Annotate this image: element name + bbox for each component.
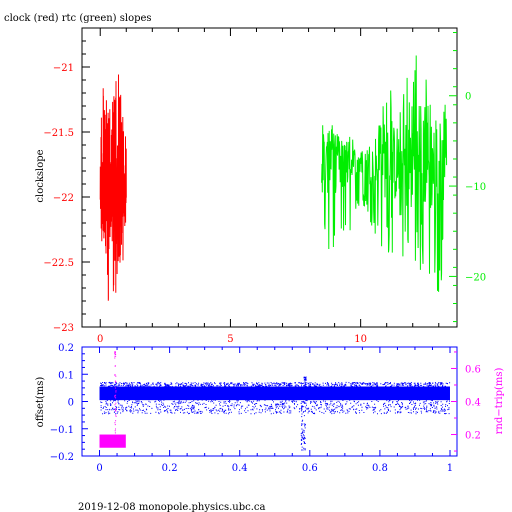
slopes-x-tick-label: 10: [354, 334, 367, 345]
round-trip-spike-points: [114, 351, 117, 434]
offset-x-tick-label: 0.2: [162, 463, 178, 474]
chart-title: clock (red) rtc (green) slopes: [4, 13, 152, 24]
offset-y-axis-label: offset(ms): [35, 377, 46, 428]
offset-data: [99, 351, 451, 451]
slopes-right-y-tick-label: 0: [465, 92, 471, 103]
round-trip-y-tick-label: 0.2: [465, 431, 481, 442]
offset-y-tick-label: −0.2: [50, 452, 74, 463]
slopes-panel: 0 5 10 −21 −21.5 −22 −22.5 −23 0 −10 −20 clockslop…: [35, 27, 486, 345]
rtc-slope-series: [321, 55, 448, 292]
round-trip-y-tick-label: 0.4: [465, 398, 481, 409]
round-trip-y-tick-label: 0.6: [465, 364, 481, 375]
slopes-x-tick-label: 0: [97, 334, 103, 345]
slopes-y-tick-label: −21: [53, 63, 74, 74]
offset-dense-band: [99, 386, 450, 401]
offset-x-tick-label: 0: [96, 463, 102, 474]
offset-axes: 0 0.2 0.4 0.6 0.8 1 0.2 0.1 0 −0.1 −0.2 0.6 0.4 0.2: [50, 343, 481, 474]
offset-panel: 0 0.2 0.4 0.6 0.8 1 0.2 0.1 0 −0.1 −0.2 0.6 0.4 0.2 o…: [35, 343, 505, 474]
offset-x-tick-label: 0.8: [372, 463, 388, 474]
offset-x-tick-label: 0.4: [232, 463, 248, 474]
offset-x-tick-label: 0.6: [302, 463, 318, 474]
slopes-y-tick-label: −23: [53, 323, 74, 334]
round-trip-dense-band: [99, 434, 126, 448]
offset-y-tick-label: 0.1: [58, 370, 74, 381]
slopes-x-tick-label: 5: [227, 334, 233, 345]
slopes-axes: 0 5 10 −21 −21.5 −22 −22.5 −23 0 −10 −20: [43, 28, 486, 345]
slopes-data: [99, 55, 448, 301]
offset-y-tick-label: 0.2: [58, 343, 74, 354]
offset-x-tick-label: 1: [447, 463, 453, 474]
footer-text: 2019-12-08 monopole.physics.ubc.ca: [78, 502, 265, 512]
offset-y-tick-label: −0.1: [50, 425, 74, 436]
slopes-y-tick-label: −21.5: [43, 128, 74, 139]
slopes-y-tick-label: −22.5: [43, 258, 74, 269]
offset-y-tick-label: 0: [68, 398, 74, 409]
offset-scatter-points: [100, 376, 451, 451]
slopes-right-y-tick-label: −10: [465, 182, 486, 193]
round-trip-y-axis-label: rnd−trip(ms): [494, 367, 505, 434]
slopes-right-y-tick-label: −20: [465, 272, 486, 283]
slopes-y-tick-label: −22: [53, 193, 74, 204]
clock-slope-series: [99, 74, 127, 301]
slopes-y-axis-label: clockslope: [35, 149, 46, 202]
